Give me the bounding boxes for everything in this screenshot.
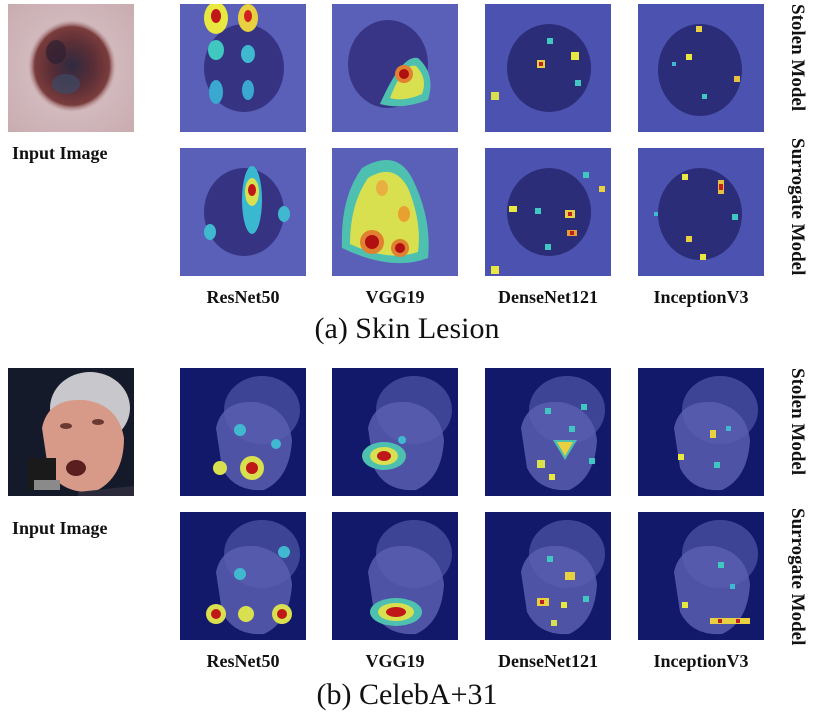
model-label-b-inceptionv3: InceptionV3 xyxy=(653,651,749,671)
heatmap-a-surrogate-resnet50 xyxy=(180,148,306,276)
model-label-a-vgg19: VGG19 xyxy=(365,287,425,307)
input-image-celeba-face xyxy=(8,368,134,496)
heatmap-a-surrogate-densenet121 xyxy=(485,148,611,276)
input-image-skin-lesion xyxy=(8,4,134,132)
input-image-label-a: Input Image xyxy=(12,143,108,163)
heatmap-b-surrogate-resnet50 xyxy=(180,512,306,640)
model-label-a-inceptionv3: InceptionV3 xyxy=(653,287,749,307)
input-image-label-b: Input Image xyxy=(12,518,108,538)
heatmap-a-stolen-resnet50 xyxy=(180,4,306,132)
model-label-b-densenet121: DenseNet121 xyxy=(498,651,598,671)
model-label-b-resnet50: ResNet50 xyxy=(206,651,280,671)
caption-a: (a) Skin Lesion xyxy=(314,312,500,345)
heatmap-a-surrogate-inceptionv3 xyxy=(638,148,764,276)
row-label-a-stolen: Stolen Model xyxy=(787,4,808,112)
heatmap-b-stolen-inceptionv3 xyxy=(638,368,764,496)
model-label-a-resnet50: ResNet50 xyxy=(206,287,280,307)
heatmap-a-stolen-inceptionv3 xyxy=(638,4,764,132)
heatmap-a-surrogate-vgg19 xyxy=(332,148,458,276)
heatmap-a-stolen-densenet121 xyxy=(485,4,611,132)
heatmap-b-stolen-vgg19 xyxy=(332,368,458,496)
row-label-b-surrogate: Surrogate Model xyxy=(787,508,808,646)
heatmap-a-stolen-vgg19 xyxy=(332,4,458,132)
heatmap-b-stolen-densenet121 xyxy=(485,368,611,496)
model-label-a-densenet121: DenseNet121 xyxy=(498,287,598,307)
row-label-a-surrogate: Surrogate Model xyxy=(787,138,808,276)
heatmap-b-surrogate-vgg19 xyxy=(332,512,458,640)
model-label-b-vgg19: VGG19 xyxy=(365,651,425,671)
heatmap-b-stolen-resnet50 xyxy=(180,368,306,496)
row-label-b-stolen: Stolen Model xyxy=(787,368,808,476)
caption-b: (b) CelebA+31 xyxy=(316,678,498,711)
heatmap-b-surrogate-densenet121 xyxy=(485,512,611,640)
heatmap-b-surrogate-inceptionv3 xyxy=(638,512,764,640)
